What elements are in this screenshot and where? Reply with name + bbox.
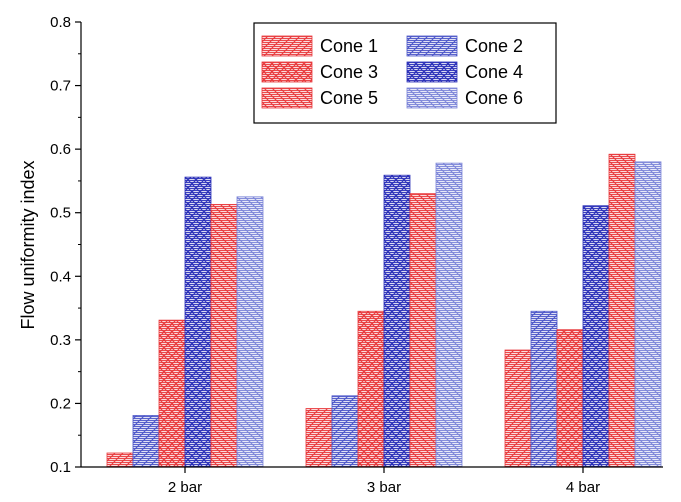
x-tick-label: 2 bar	[168, 479, 202, 496]
y-axis-title: Flow uniformity index	[18, 160, 38, 329]
bar-cone-4-4-bar	[582, 205, 610, 468]
y-axis-ticks: 0.1 0.2 0.3 0.4 0.5 0.6 0.7 0.8	[50, 14, 81, 476]
legend-label-cone-3: Cone 3	[320, 62, 378, 82]
bar-cone-2-2-bar	[132, 415, 160, 468]
legend-swatch-cone-2	[406, 35, 458, 57]
bar-cone-3-2-bar	[158, 319, 186, 468]
x-tick-label: 3 bar	[367, 479, 401, 496]
bar-cone-1-4-bar	[504, 349, 532, 468]
y-tick-label: 0.8	[50, 14, 71, 31]
y-tick-label: 0.4	[50, 268, 71, 285]
legend-swatch-cone-1	[261, 35, 313, 57]
bar-cone-6-3-bar	[435, 162, 463, 468]
y-tick-label: 0.1	[50, 459, 71, 476]
y-tick-label: 0.5	[50, 205, 71, 222]
bar-cone-1-3-bar	[305, 408, 333, 468]
y-tick-label: 0.6	[50, 141, 71, 158]
legend-label-cone-1: Cone 1	[320, 36, 378, 56]
bar-cone-6-2-bar	[236, 196, 264, 468]
legend-swatch-cone-4	[406, 61, 458, 83]
bar-cone-1-2-bar	[106, 452, 134, 468]
bar-cone-3-3-bar	[357, 310, 385, 468]
legend-label-cone-4: Cone 4	[465, 62, 523, 82]
bar-cone-2-4-bar	[530, 310, 558, 468]
legend-label-cone-2: Cone 2	[465, 36, 523, 56]
bar-cone-6-4-bar	[634, 161, 662, 468]
legend-label-cone-6: Cone 6	[465, 88, 523, 108]
bar-cone-2-3-bar	[331, 395, 359, 468]
bar-cone-3-4-bar	[556, 329, 584, 468]
legend-swatch-cone-6	[406, 87, 458, 109]
x-tick-label: 4 bar	[566, 479, 600, 496]
x-axis-ticks: 2 bar 3 bar 4 bar	[168, 467, 600, 496]
bars-layer	[106, 153, 662, 468]
bar-cone-5-3-bar	[409, 193, 437, 468]
y-tick-label: 0.3	[50, 332, 71, 349]
legend-swatch-cone-3	[261, 61, 313, 83]
y-tick-label: 0.2	[50, 395, 71, 412]
bar-cone-5-2-bar	[210, 204, 238, 468]
bar-cone-4-3-bar	[383, 174, 411, 468]
legend: Cone 1 Cone 2 Cone 3 Cone 4 Cone 5 Cone 6	[253, 22, 557, 124]
legend-swatch-cone-5	[261, 87, 313, 109]
bar-cone-4-2-bar	[184, 176, 212, 468]
y-tick-label: 0.7	[50, 78, 71, 95]
legend-label-cone-5: Cone 5	[320, 88, 378, 108]
bar-cone-5-4-bar	[608, 153, 636, 468]
